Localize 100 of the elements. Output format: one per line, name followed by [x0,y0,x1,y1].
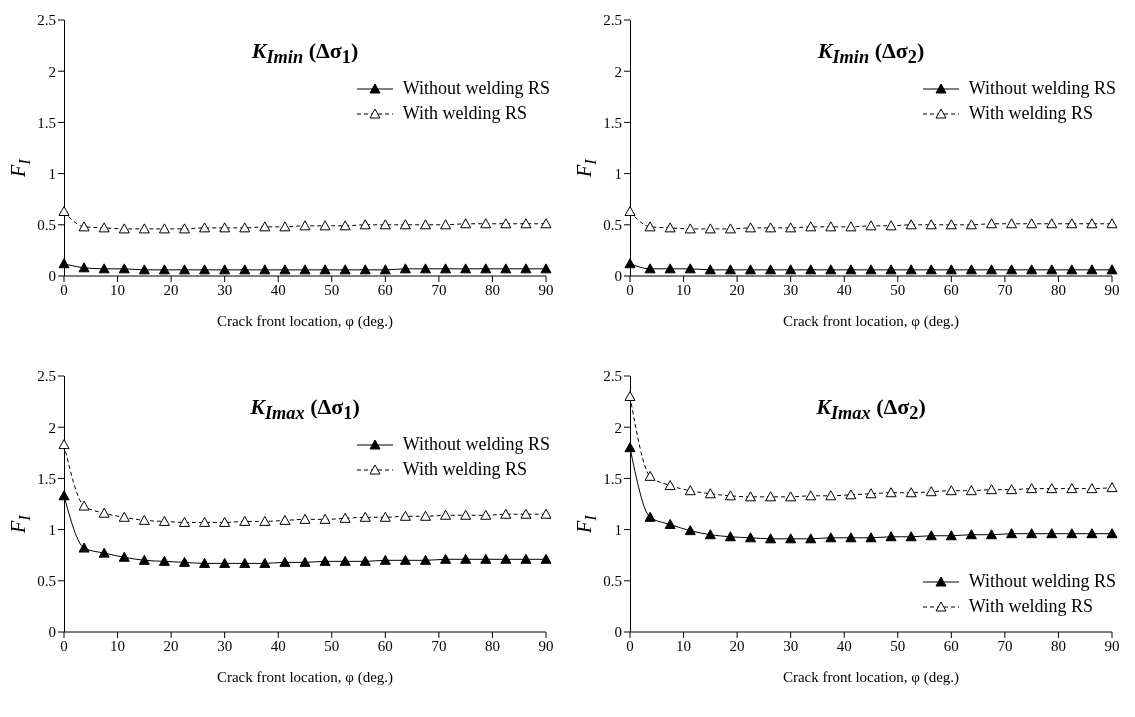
point [1046,483,1058,494]
point [58,258,70,269]
point [745,264,756,275]
point [885,220,897,231]
point [460,509,472,520]
x-tick-label: 80 [484,637,500,654]
y-tick-label: 0.5 [37,573,56,590]
point [965,529,977,540]
x-axis-title: Crack front location, φ (deg.) [782,669,960,686]
x-tick-label: 10 [676,637,692,654]
point [138,223,150,234]
point [644,221,656,232]
point [179,556,190,567]
y-tick-label: 2 [48,63,56,80]
point [158,264,170,275]
x-tick-label: 50 [324,281,340,298]
point [500,553,512,564]
point [319,264,331,275]
y-tick-label: 1 [614,521,622,538]
point [138,514,150,525]
point [399,219,411,230]
point [379,219,391,230]
point [845,264,857,275]
x-tick-label: 60 [943,637,959,654]
point [420,263,431,274]
y-tick-label: 1.5 [603,470,622,487]
point [865,220,877,231]
point [845,221,857,232]
point [664,263,676,274]
point [1046,264,1058,275]
point [219,264,231,275]
y-tick-label: 2.5 [37,368,56,385]
legend-label: With welding RS [968,596,1093,617]
point [158,555,170,566]
point [540,553,552,564]
x-tick-label: 90 [538,281,554,298]
point [460,553,472,564]
point [1066,264,1078,275]
y-tick-label: 2.5 [37,12,56,29]
point [704,488,716,499]
point [1106,218,1118,229]
point [520,508,532,519]
x-tick-label: 30 [783,281,799,298]
point [339,512,351,523]
point [684,525,696,536]
point [118,223,130,234]
point [279,221,291,232]
point [986,529,997,540]
point [399,263,411,274]
x-tick-label: 40 [836,637,852,654]
x-tick-label: 60 [377,637,393,654]
point [219,222,231,233]
point [219,516,231,527]
point [299,556,311,567]
x-tick-label: 70 [431,281,447,298]
point [58,490,70,501]
point [785,491,797,502]
legend-label: With welding RS [402,103,527,124]
y-tick-label: 1.5 [37,114,56,131]
point [1086,264,1098,275]
point [986,264,997,275]
point [98,222,110,233]
point [724,531,736,542]
point [199,516,211,527]
point [825,221,837,232]
x-tick-label: 80 [1050,637,1066,654]
point [624,442,636,453]
point [704,529,716,540]
point [540,218,552,229]
y-tick-label: 1 [48,521,56,538]
point [805,490,817,501]
point [420,510,431,521]
point [98,263,110,274]
point [460,218,472,229]
point [925,486,937,497]
x-tick-label: 10 [110,637,126,654]
y-tick-label: 2.5 [603,368,622,385]
point [319,220,331,231]
x-tick-label: 20 [163,637,179,654]
y-tick-label: 1.5 [37,470,56,487]
point [118,551,130,562]
x-tick-label: 40 [270,281,286,298]
point [138,554,150,565]
point [765,264,777,275]
y-tick-label: 0.5 [603,217,622,234]
point [1006,264,1018,275]
point [319,513,331,524]
point [1046,218,1058,229]
point [684,485,696,496]
point [785,264,797,275]
text: K$_{Imin}$ (Δσ$_{2}$) [816,38,926,69]
y-tick-label: 1 [48,165,56,182]
point [500,508,512,519]
point [359,264,371,275]
y-tick-label: 2 [614,63,622,80]
point [825,532,837,543]
point [765,533,777,544]
point [765,491,777,502]
point [945,530,957,541]
point [724,223,736,234]
